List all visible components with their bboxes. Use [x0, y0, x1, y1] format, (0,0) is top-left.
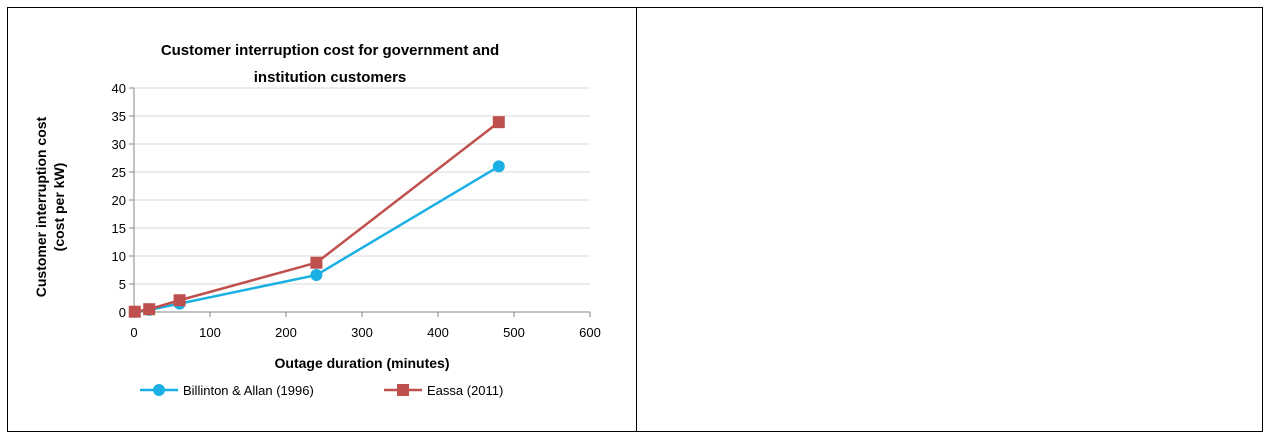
x-tick-labels: 0 100 200 300 400 500 600	[130, 325, 600, 340]
series-group	[128, 116, 505, 318]
right-cell	[637, 8, 1262, 431]
legend-label-0: Billinton & Allan (1996)	[183, 383, 314, 398]
y-tick-label-5: 25	[112, 165, 126, 180]
x-tick-label-1: 100	[199, 325, 221, 340]
series-1-point-3	[310, 256, 323, 269]
x-tick-label-5: 500	[503, 325, 525, 340]
y-tick-label-6: 30	[112, 137, 126, 152]
series-1-point-1	[143, 303, 156, 316]
legend-marker-0	[153, 384, 165, 396]
series-0-point-4	[492, 160, 505, 173]
y-tick-label-3: 15	[112, 221, 126, 236]
x-tick-label-6: 600	[579, 325, 601, 340]
interruption-cost-chart: Customer interruption cost for governmen…	[33, 42, 601, 398]
legend-marker-1	[397, 384, 409, 396]
left-cell: Customer interruption cost for governmen…	[8, 8, 636, 431]
series-1-point-4	[492, 116, 505, 129]
x-tick-label-0: 0	[130, 325, 137, 340]
x-axis-label: Outage duration (minutes)	[275, 355, 450, 371]
series-1-point-2	[173, 294, 186, 307]
series-line-0	[134, 165, 500, 314]
y-tick-label-2: 10	[112, 249, 126, 264]
legend: Billinton & Allan (1996) Eassa (2011)	[140, 383, 503, 398]
y-tick-label-7: 35	[112, 109, 126, 124]
y-tick-label-4: 20	[112, 193, 126, 208]
x-tick-label-2: 200	[275, 325, 297, 340]
y-axis-label-line-1: Customer interruption cost	[33, 116, 49, 297]
x-tick-label-4: 400	[427, 325, 449, 340]
axes	[129, 87, 591, 317]
gridlines	[134, 87, 590, 285]
series-line-1	[134, 121, 500, 313]
table-frame	[7, 7, 1263, 432]
y-tick-label-8: 40	[112, 81, 126, 96]
y-tick-labels: 0 5 10 15 20 25 30 35 40	[112, 81, 126, 320]
series-1-point-0	[128, 305, 141, 318]
y-axis-label-line-2: (cost per kW)	[51, 163, 67, 252]
chart-title-line-2: institution customers	[254, 69, 407, 86]
y-tick-label-1: 5	[119, 277, 126, 292]
legend-label-1: Eassa (2011)	[427, 383, 503, 398]
chart-title-line-1: Customer interruption cost for governmen…	[161, 42, 499, 59]
y-tick-label-0: 0	[119, 305, 126, 320]
x-tick-label-3: 300	[351, 325, 373, 340]
series-0-point-3	[310, 269, 323, 282]
table-divider	[636, 7, 637, 432]
